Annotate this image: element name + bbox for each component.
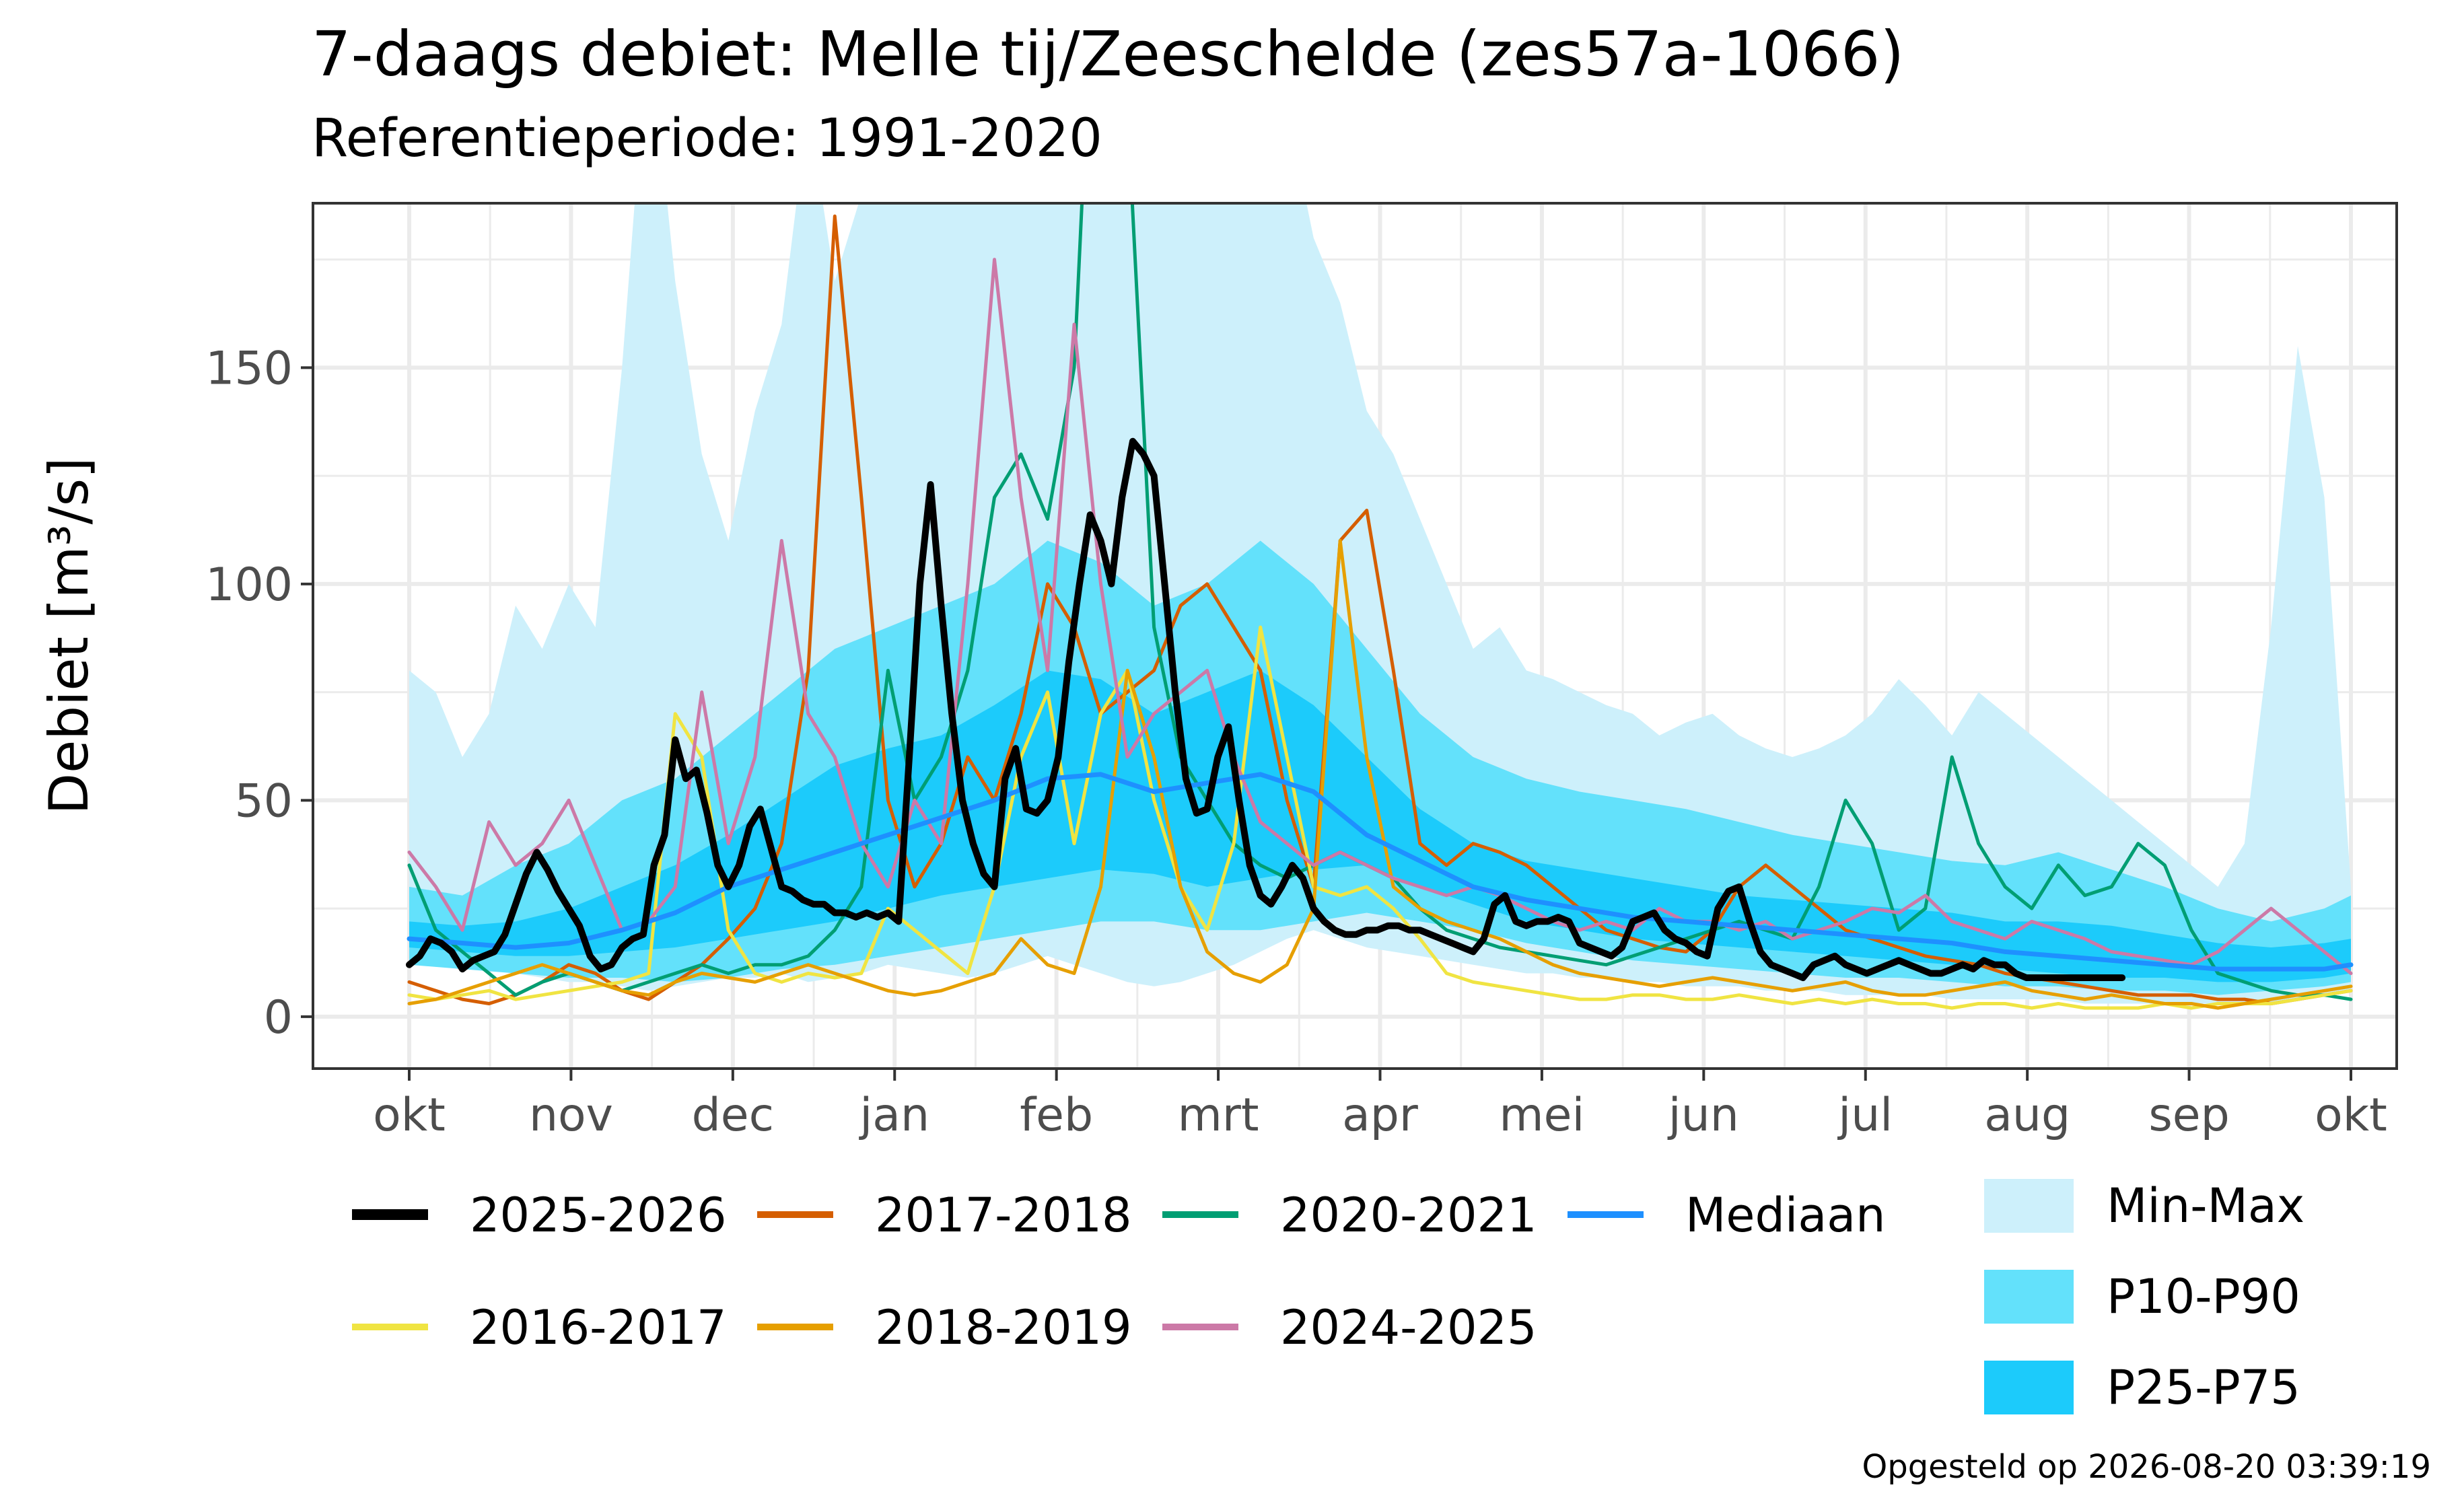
series-line-2016-2017	[407, 625, 2353, 1010]
x-tick-label: mei	[1499, 1089, 1584, 1142]
legend-label-2020-2021: 2020-2021	[1280, 1188, 1537, 1243]
x-tick-label: nov	[529, 1089, 613, 1142]
legend-key-p10-p90	[1984, 1270, 2074, 1324]
x-tick-label: jul	[1837, 1089, 1893, 1142]
y-tick-label: 100	[205, 559, 293, 612]
plot-area	[312, 202, 2398, 1070]
x-tick-label: dec	[692, 1089, 774, 1142]
year-series	[406, 203, 2354, 1010]
y-axis-label: Debiet [m³/s]	[38, 458, 100, 815]
chart-subtitle: Referentieperiode: 1991-2020	[312, 108, 1102, 169]
chart-caption: Opgesteld op 2026-08-20 03:39:19	[1862, 1448, 2431, 1486]
series-line-mediaan	[407, 772, 2354, 972]
x-axis: okt nov dec jan feb mrt apr mei jun jul aug sep okt	[373, 1069, 2387, 1142]
legend-label-min-max: Min-Max	[2107, 1178, 2304, 1233]
x-tick-label: aug	[1984, 1089, 2070, 1142]
legend-label-2025-2026: 2025-2026	[470, 1188, 727, 1243]
x-tick-label: jun	[1667, 1089, 1739, 1142]
series-line-2024-2025	[407, 258, 2353, 975]
legend-label-p25-p75: P25-P75	[2107, 1360, 2300, 1415]
legend-key-p25-p75	[1984, 1361, 2074, 1414]
legend: 2025-2026 2017-2018 2020-2021 Mediaan 2016-2…	[352, 1178, 2304, 1415]
legend-label-2016-2017: 2016-2017	[470, 1300, 727, 1355]
series-line-2018-2019	[407, 539, 2353, 1010]
legend-label-2017-2018: 2017-2018	[875, 1188, 1132, 1243]
legend-label-mediaan: Mediaan	[1685, 1188, 1886, 1243]
x-tick-label: okt	[373, 1089, 446, 1142]
series-line-2025-2026	[406, 437, 2126, 981]
legend-label-2018-2019: 2018-2019	[875, 1300, 1132, 1355]
x-tick-label: feb	[1020, 1089, 1093, 1142]
y-tick-label: 150	[205, 342, 293, 395]
chart-title: 7-daags debiet: Melle tij/Zeeschelde (ze…	[312, 18, 1904, 90]
y-axis: 0 50 100 150	[205, 342, 313, 1044]
x-tick-label: apr	[1342, 1089, 1418, 1142]
plot-border	[312, 202, 2398, 1070]
legend-label-2024-2025: 2024-2025	[1280, 1300, 1537, 1355]
y-tick-label: 50	[234, 775, 293, 828]
legend-key-min-max	[1984, 1179, 2074, 1233]
x-tick-label: sep	[2148, 1089, 2229, 1142]
x-tick-label: okt	[2315, 1089, 2387, 1142]
x-tick-label: mrt	[1178, 1089, 1259, 1142]
y-tick-label: 0	[264, 991, 293, 1044]
x-tick-label: jan	[858, 1089, 929, 1142]
legend-label-p10-p90: P10-P90	[2107, 1269, 2300, 1324]
